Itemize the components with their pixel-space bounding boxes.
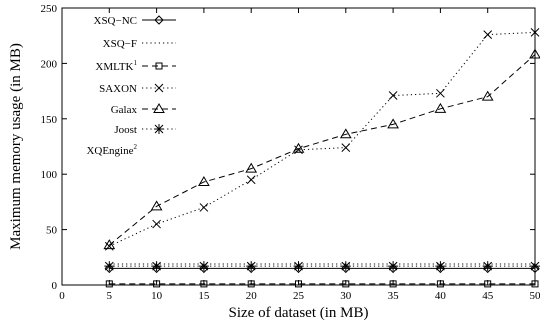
legend-label: XQEngine2 bbox=[86, 143, 137, 157]
data-point bbox=[105, 280, 113, 288]
legend-item: XSQ−F bbox=[103, 38, 176, 50]
data-point bbox=[531, 280, 539, 288]
y-tick-label: 50 bbox=[46, 225, 58, 237]
legend-item: XQEngine2 bbox=[86, 143, 137, 157]
data-point bbox=[388, 91, 398, 100]
x-tick-label: 0 bbox=[59, 290, 65, 302]
x-tick-label: 50 bbox=[530, 290, 540, 302]
y-axis-ticks: 0 50 100 150 200 250 bbox=[41, 3, 535, 292]
data-point bbox=[434, 102, 447, 113]
data-point bbox=[342, 280, 350, 288]
data-point bbox=[435, 263, 446, 274]
data-point bbox=[530, 263, 540, 274]
data-point bbox=[388, 263, 398, 274]
data-point bbox=[484, 280, 492, 288]
data-point bbox=[435, 261, 446, 272]
legend-label: Joost bbox=[114, 124, 137, 136]
data-point bbox=[150, 200, 163, 211]
data-point bbox=[387, 118, 399, 129]
data-point bbox=[341, 263, 351, 274]
data-point bbox=[482, 261, 493, 272]
data-point bbox=[198, 261, 209, 272]
series-0 bbox=[104, 263, 540, 274]
data-point bbox=[247, 280, 255, 288]
y-tick-label: 250 bbox=[41, 3, 58, 15]
legend-item: XMLTK1 bbox=[95, 59, 176, 73]
data-point bbox=[436, 280, 444, 288]
legend-marker bbox=[155, 62, 163, 70]
data-point bbox=[295, 280, 302, 288]
legend-label: Galax bbox=[111, 104, 138, 116]
data-point bbox=[436, 88, 445, 98]
data-point bbox=[104, 261, 115, 272]
data-point bbox=[482, 263, 493, 274]
data-point bbox=[151, 261, 162, 272]
x-tick-label: 35 bbox=[388, 290, 400, 302]
data-point bbox=[339, 128, 352, 139]
x-tick-label: 30 bbox=[340, 290, 352, 302]
data-point bbox=[530, 28, 540, 37]
data-point bbox=[293, 261, 304, 272]
data-point bbox=[483, 30, 493, 39]
legend-item: XSQ−NC bbox=[94, 15, 176, 27]
series-layer bbox=[103, 28, 540, 288]
legend-label: XSQ−NC bbox=[94, 15, 138, 27]
data-point bbox=[246, 263, 256, 274]
x-tick-label: 40 bbox=[435, 290, 447, 302]
legend-marker bbox=[154, 124, 164, 134]
data-point bbox=[199, 203, 209, 212]
data-point bbox=[152, 219, 161, 229]
data-point bbox=[198, 175, 210, 186]
series-5 bbox=[104, 261, 540, 272]
legend-label: XSQ−F bbox=[103, 38, 137, 50]
legend-item: Galax bbox=[111, 103, 176, 116]
data-point bbox=[246, 261, 257, 272]
data-point bbox=[153, 280, 161, 288]
data-point bbox=[293, 263, 304, 274]
data-point bbox=[151, 263, 162, 274]
data-point bbox=[389, 280, 397, 288]
data-point bbox=[246, 175, 256, 185]
data-point bbox=[103, 239, 116, 250]
y-axis-title: Maximum memory usage (in MB) bbox=[8, 43, 24, 250]
series-4 bbox=[103, 48, 540, 250]
data-point bbox=[530, 261, 540, 272]
x-tick-label: 20 bbox=[246, 290, 258, 302]
x-tick-label: 45 bbox=[482, 290, 494, 302]
x-axis-title: Size of dataset (in MB) bbox=[229, 305, 369, 321]
x-tick-label: 25 bbox=[293, 290, 305, 302]
series-line bbox=[109, 31, 536, 247]
x-axis-ticks: 0 5 10 15 20 25 30 35 40 45 50 bbox=[59, 8, 540, 302]
legend-marker bbox=[154, 15, 164, 25]
data-point bbox=[481, 90, 494, 101]
y-tick-label: 100 bbox=[41, 169, 58, 181]
legend-item: SAXON bbox=[99, 83, 176, 95]
legend-marker bbox=[154, 83, 164, 93]
data-point bbox=[340, 261, 351, 272]
data-point bbox=[341, 143, 351, 152]
data-point bbox=[200, 280, 208, 288]
legend: XSQ−NC XSQ−F XMLTK1 SAXON Galax Joost XQEngine… bbox=[86, 15, 176, 157]
x-tick-label: 10 bbox=[151, 290, 163, 302]
data-point bbox=[199, 263, 209, 274]
x-tick-label: 5 bbox=[107, 290, 113, 302]
y-tick-label: 200 bbox=[41, 58, 58, 70]
legend-label: SAXON bbox=[99, 83, 137, 95]
data-point bbox=[529, 48, 540, 59]
y-tick-label: 150 bbox=[41, 114, 58, 126]
legend-item: Joost bbox=[114, 124, 176, 136]
series-2 bbox=[105, 280, 539, 288]
data-point bbox=[388, 261, 399, 272]
legend-marker bbox=[153, 103, 165, 113]
x-tick-label: 15 bbox=[198, 290, 210, 302]
legend-label: XMLTK1 bbox=[95, 59, 137, 73]
data-point bbox=[292, 142, 305, 153]
data-point bbox=[104, 263, 115, 274]
y-tick-label: 0 bbox=[52, 280, 58, 292]
series-3 bbox=[104, 28, 540, 251]
series-line bbox=[108, 54, 536, 246]
data-point bbox=[245, 162, 258, 173]
